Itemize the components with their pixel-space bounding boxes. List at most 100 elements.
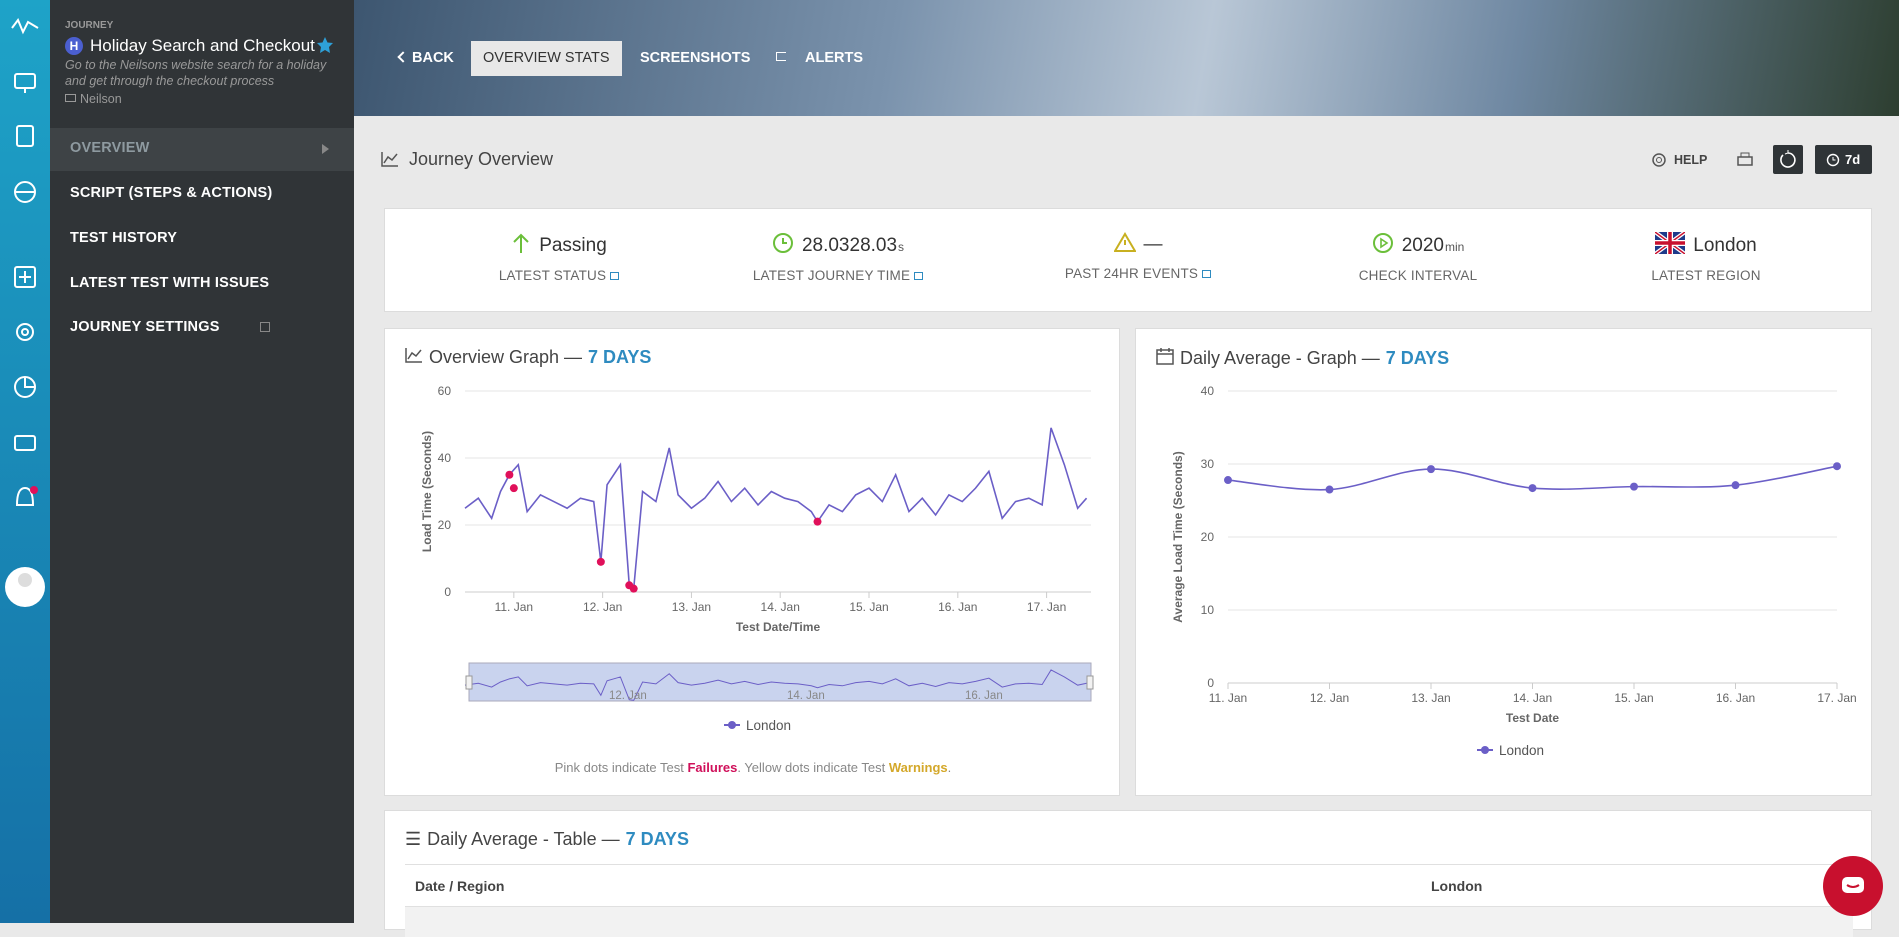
nav-icons xyxy=(5,18,45,607)
table-range: 7 DAYS xyxy=(625,829,689,849)
chart-icon xyxy=(1156,347,1174,370)
series-line xyxy=(464,427,1088,591)
arrow xyxy=(322,144,329,154)
stat-value: 28.0328.03s xyxy=(801,235,905,256)
x-axis-label: Test Date/Time xyxy=(736,620,821,634)
refresh[interactable] xyxy=(1773,145,1803,174)
navigator-handle[interactable] xyxy=(465,675,473,690)
y-tick-label: 0 xyxy=(444,585,451,599)
link-icon xyxy=(610,272,620,280)
owner-icon xyxy=(65,94,76,102)
x-tick-label: 12. Jan xyxy=(583,600,622,614)
flag-icon xyxy=(776,52,786,61)
stat-label[interactable]: PAST 24HR EVENTS xyxy=(1008,266,1268,281)
note: Pink dots indicate Test Failures. Yellow… xyxy=(385,760,1121,775)
journey-title: Holiday Search and Checkout xyxy=(90,36,315,55)
legend-label[interactable]: London xyxy=(1499,743,1544,758)
note-part: . Yellow dots indicate Test xyxy=(737,760,889,775)
navigator-label: 14. Jan xyxy=(787,690,825,702)
legend-label[interactable]: London xyxy=(746,718,791,733)
menu-item[interactable]: SCRIPT (STEPS & ACTIONS) xyxy=(70,185,273,201)
menu-item[interactable]: JOURNEY SETTINGS xyxy=(70,319,220,335)
point xyxy=(1528,484,1537,493)
note-part: Pink dots indicate Test xyxy=(554,760,688,775)
stat-icon xyxy=(1372,232,1394,260)
point xyxy=(1630,482,1638,491)
menu-item[interactable]: LATEST TEST WITH ISSUES xyxy=(70,275,270,291)
failure-dot xyxy=(596,557,605,566)
star[interactable] xyxy=(316,36,334,54)
stat-label: LATEST REGION xyxy=(1651,268,1761,283)
stat-unit: s xyxy=(898,240,905,254)
stat: 28.0328.03s LATEST JOURNEY TIME xyxy=(708,232,968,283)
y-tick-label: 60 xyxy=(438,384,452,398)
tab[interactable]: OVERVIEW STATS xyxy=(471,41,622,76)
navigator xyxy=(468,662,1092,702)
icon-bar xyxy=(0,0,50,923)
header-cell: Date / Region xyxy=(415,878,505,894)
x-tick-label: 14. Jan xyxy=(761,600,800,614)
stat: Passing LATEST STATUS xyxy=(429,232,689,283)
y-tick-label: 0 xyxy=(1207,676,1214,690)
menu-item[interactable]: OVERVIEW xyxy=(70,140,150,156)
x-tick-label: 17. Jan xyxy=(1027,600,1066,614)
point xyxy=(1833,462,1841,471)
point xyxy=(1427,465,1435,474)
tab[interactable]: ALERTS xyxy=(805,50,863,66)
overview-card: Overview Graph —7 DAYS 0 20 40 60 11. Jan 12. … xyxy=(384,328,1120,796)
navigator-line xyxy=(464,669,1087,701)
table-header: Date / Region London xyxy=(405,864,1853,907)
help[interactable]: HELP xyxy=(1674,153,1708,167)
navigator-handle[interactable] xyxy=(1086,675,1094,690)
section-title: Journey Overview xyxy=(409,149,554,169)
y-tick-label: 40 xyxy=(438,451,452,465)
range-button[interactable]: 7d xyxy=(1815,145,1872,174)
chat-button[interactable] xyxy=(1823,856,1883,916)
table-card: ☰ Daily Average - Table —7 DAYS Date / Re… xyxy=(384,810,1872,937)
stat-icon xyxy=(511,232,531,260)
tab[interactable]: BACK xyxy=(412,50,454,66)
table-heading: ☰ Daily Average - Table —7 DAYS xyxy=(405,829,689,849)
y-tick-label: 20 xyxy=(1201,530,1215,544)
y-axis-label: Average Load Time (Seconds) xyxy=(1171,451,1185,622)
chart-title: Daily Average - Graph — xyxy=(1180,348,1380,368)
chart-icon xyxy=(405,347,423,368)
stat-value-row: London xyxy=(1576,230,1836,260)
y-axis-label: Load Time (Seconds) xyxy=(420,431,434,552)
chart-range: 7 DAYS xyxy=(1385,348,1450,368)
failure-dot xyxy=(505,470,514,479)
clock xyxy=(1826,153,1840,167)
chart-range: 7 DAYS xyxy=(588,347,652,367)
stat-label[interactable]: LATEST JOURNEY TIME xyxy=(708,268,968,283)
x-tick-label: 16. Jan xyxy=(1716,691,1755,705)
stat-value: 2020min xyxy=(1401,235,1465,256)
stat-label[interactable]: LATEST STATUS xyxy=(429,268,689,283)
chart-heading: Overview Graph —7 DAYS xyxy=(405,347,651,368)
help-icon[interactable] xyxy=(1651,152,1667,168)
external-icon xyxy=(260,322,270,332)
x-tick-label: 16. Jan xyxy=(938,600,977,614)
chart-title: Overview Graph — xyxy=(429,347,583,367)
badge: H xyxy=(65,37,83,55)
point xyxy=(1224,476,1232,485)
y-tick-label: 10 xyxy=(1201,603,1215,617)
stat-icon xyxy=(772,232,794,260)
x-tick-label: 15. Jan xyxy=(849,600,888,614)
x-tick-label: 13. Jan xyxy=(672,600,711,614)
x-tick-label: 14. Jan xyxy=(1513,691,1552,705)
tab[interactable]: SCREENSHOTS xyxy=(640,50,751,66)
stat-icon xyxy=(1112,232,1137,258)
navigator-label: 16. Jan xyxy=(965,690,1003,702)
menu-item[interactable]: TEST HISTORY xyxy=(70,230,178,246)
stat: London LATEST REGION xyxy=(1576,230,1836,283)
point xyxy=(1325,485,1334,494)
stat-value-row: 28.0328.03s xyxy=(708,232,968,260)
table-row xyxy=(405,907,1853,937)
daily-card: Daily Average - Graph —7 DAYS 0 10 20 30 40 11… xyxy=(1135,328,1872,796)
sidebar: JOURNEY H Holiday Search and Checkout Go… xyxy=(50,0,354,923)
note-part: Failures xyxy=(687,760,738,775)
y-tick-label: 20 xyxy=(438,518,452,532)
print[interactable] xyxy=(1736,151,1754,169)
stat-value-row: — xyxy=(1008,232,1268,258)
